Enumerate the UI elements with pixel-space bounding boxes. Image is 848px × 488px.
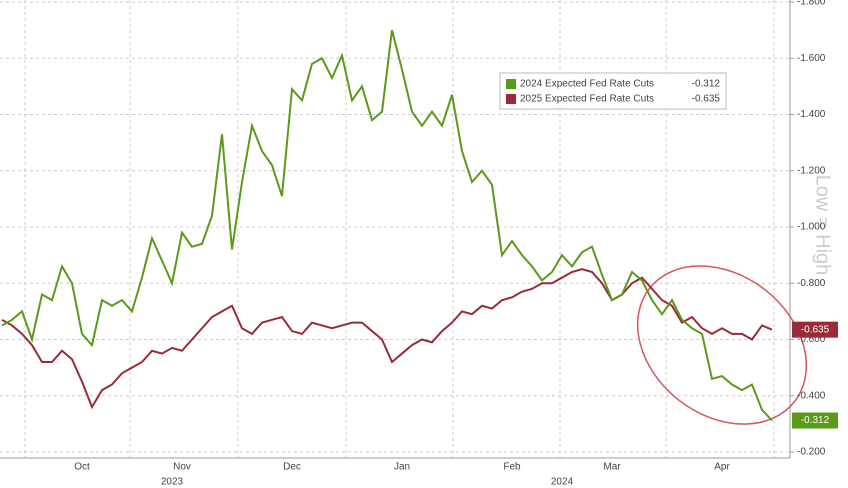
legend-value: -0.312 [692,79,721,90]
end-label-box [792,321,838,338]
end-label: -0.312 [801,415,830,426]
x-tick-label: Mar [603,462,621,473]
legend-value: -0.635 [692,94,721,105]
y-tick-label: -0.400 [797,390,826,401]
y-tick-label: -0.800 [797,278,826,289]
x-tick-label: Jan [394,462,410,473]
y-tick-label: -1.400 [797,109,826,120]
legend-label: 2025 Expected Fed Rate Cuts [520,94,654,105]
year-label: 2024 [551,477,574,488]
line [1,268,773,410]
y-tick-label: -1.200 [797,165,826,176]
annotation: Low = High [812,175,834,276]
legend-label: 2024 Expected Fed Rate Cuts [520,79,654,90]
y-tick-label: -1.800 [797,0,826,8]
x-tick-label: Oct [74,462,90,473]
end-label-box [792,412,838,429]
year-label: 2023 [161,477,184,488]
end-label: -0.635 [801,324,830,335]
x-tick-label: Apr [714,462,730,473]
y-tick-label: -1.600 [797,53,826,64]
x-tick-label: Nov [173,462,191,473]
y-tick-label: -0.600 [797,334,826,345]
highlight-ellipse [636,265,808,425]
x-tick-label: Feb [503,462,521,473]
legend-swatch [506,94,516,104]
legend-swatch [506,79,516,89]
legend-box [499,72,727,110]
y-tick-label: -1.000 [797,222,826,233]
line [1,29,773,422]
legend: 2024 Expected Fed Rate Cuts -0.312 2025 Ex… [499,72,727,110]
y-tick-label: -0.200 [797,447,826,458]
x-tick-label: Dec [283,462,301,473]
